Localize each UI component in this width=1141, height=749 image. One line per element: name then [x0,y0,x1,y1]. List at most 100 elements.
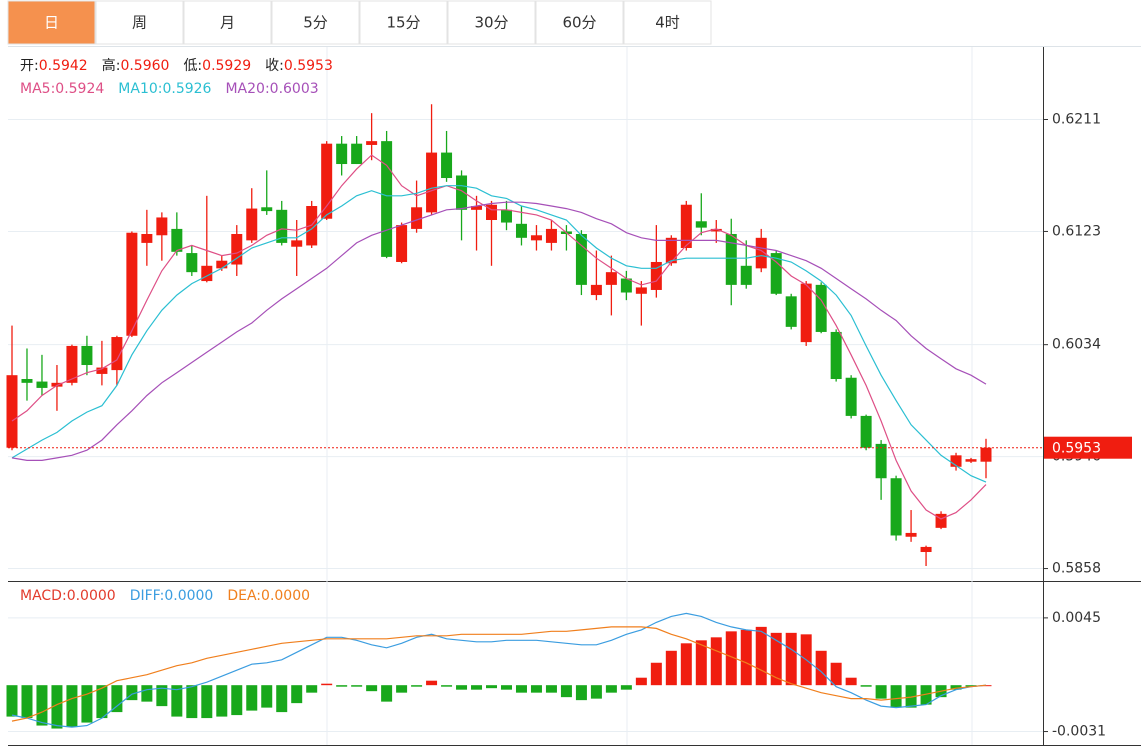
legend-value: 0.0000 [261,588,310,604]
candle-body [920,546,932,553]
tab[interactable]: 日 [7,0,96,45]
tab[interactable]: 30分 [447,0,536,45]
macd-bar [141,685,153,702]
candle-body [620,278,632,293]
tab-background[interactable] [95,0,184,45]
candle-body [321,143,333,219]
candle-body [770,253,782,294]
tab-label[interactable]: 月 [220,14,235,32]
candle-body [590,284,602,296]
macd-bar [830,662,842,686]
candle-body [261,207,273,212]
candle-body [515,223,527,238]
macd-bar [620,685,632,690]
macd-bar [321,683,333,686]
tab[interactable]: 5分 [271,0,360,45]
candle-body [965,459,977,462]
y-tick-label: 0.0045 [1052,610,1101,626]
macd-bar [500,685,512,690]
tab-label[interactable]: 30分 [474,14,508,32]
last-price-label: 0.5953 [1052,441,1101,457]
ma-line [11,185,987,483]
tab-label[interactable]: 5分 [303,14,328,32]
tab-background[interactable] [535,0,624,45]
candle-body [800,283,812,343]
candle-body [650,261,662,290]
macd-bar [51,685,63,729]
macd-bar [186,685,198,719]
macd-bar [530,685,542,693]
candle-body [530,235,542,241]
candle-body [276,209,288,243]
y-tick-label: 0.6034 [1052,337,1101,353]
tab[interactable]: 周 [95,0,184,45]
tab-label[interactable]: 15分 [386,14,420,32]
tab-label[interactable]: 周 [132,14,147,32]
tab-background[interactable] [447,0,536,45]
legend-label: 高: [102,57,121,74]
macd-bar [950,685,962,690]
macd-bar [785,632,797,686]
ma-line [11,201,987,461]
macd-bar [665,650,677,686]
legend-label: MA10: [118,81,162,97]
macd-bar [680,643,692,686]
candle-body [246,208,258,241]
candle-body [381,141,393,257]
macd-bar [291,685,303,704]
tab-background[interactable] [359,0,448,45]
macd-bar [171,685,183,717]
macd-bar [560,685,572,698]
candle-body [486,204,498,221]
candle-body [471,206,483,210]
tab[interactable]: 15分 [359,0,448,45]
tab-label[interactable]: 4时 [655,14,680,32]
candle-body [635,287,647,294]
candle-body [141,233,153,243]
tab[interactable]: 60分 [535,0,624,45]
tab[interactable]: 月 [183,0,272,45]
candle-body [695,221,707,228]
macd-bar [725,631,737,686]
legend-label: DIFF: [130,588,165,604]
macd-bar [635,677,647,686]
marks [6,104,1043,729]
macd-bar [96,685,108,719]
macd-bar [66,685,78,728]
legend-value: 0.5953 [284,58,333,74]
macd-bar [575,685,587,701]
legend-value: 0.6003 [270,81,319,97]
macd-bar [426,680,438,686]
ma-line [11,154,987,520]
macd-bar [306,685,318,693]
tab-background[interactable] [623,0,712,45]
macd-line [11,612,987,728]
legend-value: 0.5926 [162,81,211,97]
tab-label[interactable]: 日 [44,14,59,32]
candle-body [725,233,737,285]
macd-bar [6,685,18,717]
candle-body [710,228,722,232]
macd-bar [201,685,213,719]
candle-body [860,415,872,448]
tab-background[interactable] [271,0,360,45]
macd-bar [695,640,707,686]
candle-body [351,143,363,165]
candle-body [366,141,378,145]
candle-body [740,265,752,285]
macd-bar [965,685,977,687]
tab-background[interactable] [7,0,96,45]
candle-body [441,152,453,179]
macd-bar [381,685,393,702]
candle-body [845,377,857,416]
tab-label[interactable]: 60分 [562,14,596,32]
candle-body [680,204,692,248]
legend-value: 0.5924 [55,81,104,97]
candle-body [935,513,947,528]
legend-label: 开: [20,58,39,74]
macd-bar [860,685,872,687]
tab[interactable]: 4时 [623,0,712,45]
tab-background[interactable] [183,0,272,45]
